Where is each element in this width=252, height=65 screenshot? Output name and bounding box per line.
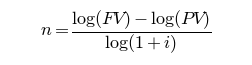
Text: $n = \dfrac{\log(FV) - \log(PV)}{\log(1 + i)}$: $n = \dfrac{\log(FV) - \log(PV)}{\log(1 … [40,9,212,56]
